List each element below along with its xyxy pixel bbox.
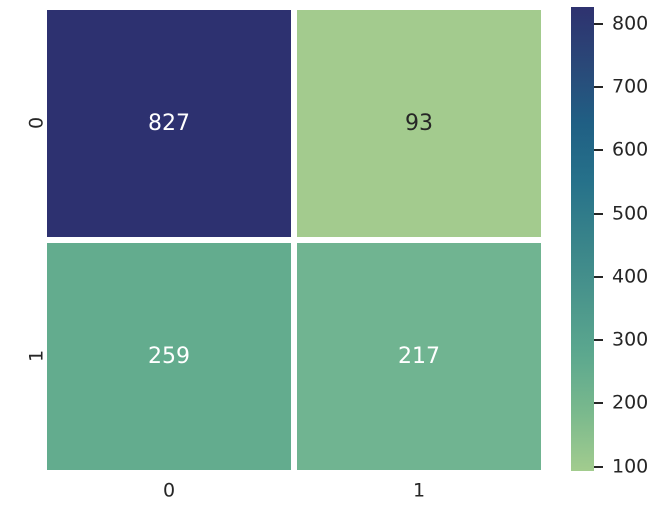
colorbar-tick-label-200: 200 [612, 391, 649, 414]
colorbar-tick-mark [594, 86, 603, 88]
colorbar-gradient [571, 7, 594, 471]
y-tick-label-1: 1 [25, 349, 48, 363]
colorbar-tick-mark [594, 149, 603, 151]
cell-value: 827 [148, 110, 190, 136]
colorbar-tick-mark [594, 402, 603, 404]
cell-value: 259 [148, 343, 190, 369]
heatmap-cell-r0c1: 93 [297, 10, 541, 237]
heatmap-cell-r1c1: 217 [297, 243, 541, 470]
cell-value: 217 [398, 343, 440, 369]
colorbar-tick-label-700: 700 [612, 75, 649, 98]
colorbar-tick-mark [594, 466, 603, 468]
colorbar-tick-label-500: 500 [612, 202, 649, 225]
colorbar-tick-label-800: 800 [612, 12, 649, 35]
colorbar-tick-label-100: 100 [612, 455, 649, 478]
heatmap-grid: 827 93 259 217 [47, 10, 541, 470]
cell-value: 93 [405, 110, 433, 136]
colorbar-tick-mark [594, 276, 603, 278]
colorbar-tick-label-400: 400 [612, 265, 649, 288]
colorbar-tick-mark [594, 213, 603, 215]
colorbar-tick-mark [594, 339, 603, 341]
colorbar-tick-mark [594, 23, 603, 25]
x-tick-label-0: 0 [162, 479, 176, 502]
colorbar-tick-label-600: 600 [612, 138, 649, 161]
heatmap-cell-r1c0: 259 [47, 243, 291, 470]
heatmap-cell-r0c0: 827 [47, 10, 291, 237]
y-tick-label-0: 0 [25, 116, 48, 130]
colorbar-tick-label-300: 300 [612, 328, 649, 351]
x-tick-label-1: 1 [412, 479, 426, 502]
